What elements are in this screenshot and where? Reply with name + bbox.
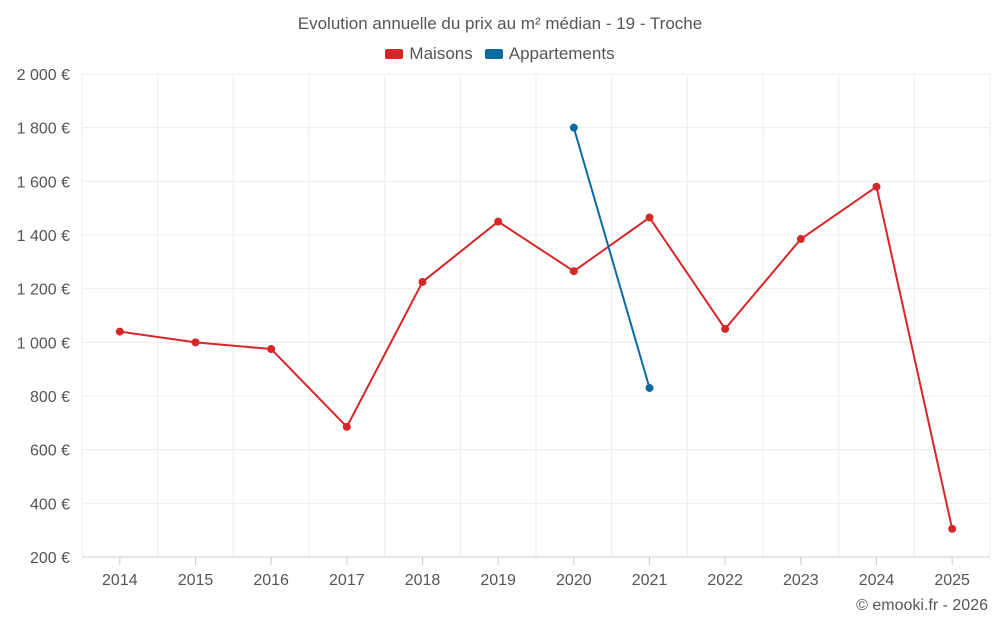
- data-point-maisons: [267, 345, 276, 354]
- y-tick-label: 1 000 €: [17, 335, 70, 352]
- data-point-maisons: [191, 338, 200, 347]
- y-tick-label: 1 200 €: [17, 282, 70, 299]
- x-tick-label: 2015: [178, 572, 214, 589]
- series-line-maisons: [119, 185, 954, 530]
- x-tick-label: 2025: [934, 572, 970, 589]
- y-tick-label: 600 €: [30, 443, 70, 460]
- data-point-appartements: [569, 123, 578, 132]
- legend-label-maisons: Maisons: [409, 44, 473, 63]
- data-point-maisons: [645, 213, 654, 222]
- x-tick-label: 2023: [783, 572, 819, 589]
- chart-title: Evolution annuelle du prix au m² médian …: [297, 14, 703, 33]
- y-tick-label: 2 000 €: [17, 67, 70, 84]
- series-line-appartements: [572, 127, 651, 389]
- legend-item-appartements[interactable]: Appartements: [484, 44, 615, 64]
- data-point-maisons: [569, 267, 578, 276]
- credit-text: © emooki.fr - 2026: [856, 597, 988, 614]
- y-tick-label: 800 €: [30, 389, 70, 406]
- data-point-maisons: [948, 524, 957, 533]
- x-tick-label: 2014: [102, 572, 138, 589]
- data-point-maisons: [418, 277, 427, 286]
- data-point-maisons: [342, 422, 351, 431]
- legend-swatch-maisons: [385, 49, 404, 59]
- data-point-maisons: [796, 235, 805, 244]
- y-tick-label: 1 400 €: [17, 228, 70, 245]
- data-point-appartements: [645, 383, 654, 392]
- x-tick-label: 2019: [480, 572, 516, 589]
- chart-legend: Maisons Appartements: [0, 44, 1000, 64]
- y-tick-label: 1 800 €: [17, 121, 70, 138]
- legend-item-maisons[interactable]: Maisons: [385, 44, 473, 64]
- x-tick-label: 2021: [632, 572, 668, 589]
- x-tick-label: 2018: [405, 572, 441, 589]
- legend-label-appartements: Appartements: [508, 44, 615, 63]
- data-point-maisons: [115, 327, 124, 336]
- data-point-maisons: [872, 182, 881, 191]
- y-tick-label: 200 €: [30, 550, 70, 567]
- data-point-maisons: [494, 217, 503, 226]
- x-tick-label: 2022: [707, 572, 743, 589]
- y-tick-label: 400 €: [30, 496, 70, 513]
- x-tick-label: 2016: [253, 572, 289, 589]
- y-tick-label: 1 600 €: [17, 174, 70, 191]
- x-tick-label: 2017: [329, 572, 365, 589]
- legend-swatch-appartements: [484, 49, 503, 59]
- x-tick-label: 2024: [859, 572, 895, 589]
- x-tick-label: 2020: [556, 572, 592, 589]
- data-point-maisons: [721, 324, 730, 333]
